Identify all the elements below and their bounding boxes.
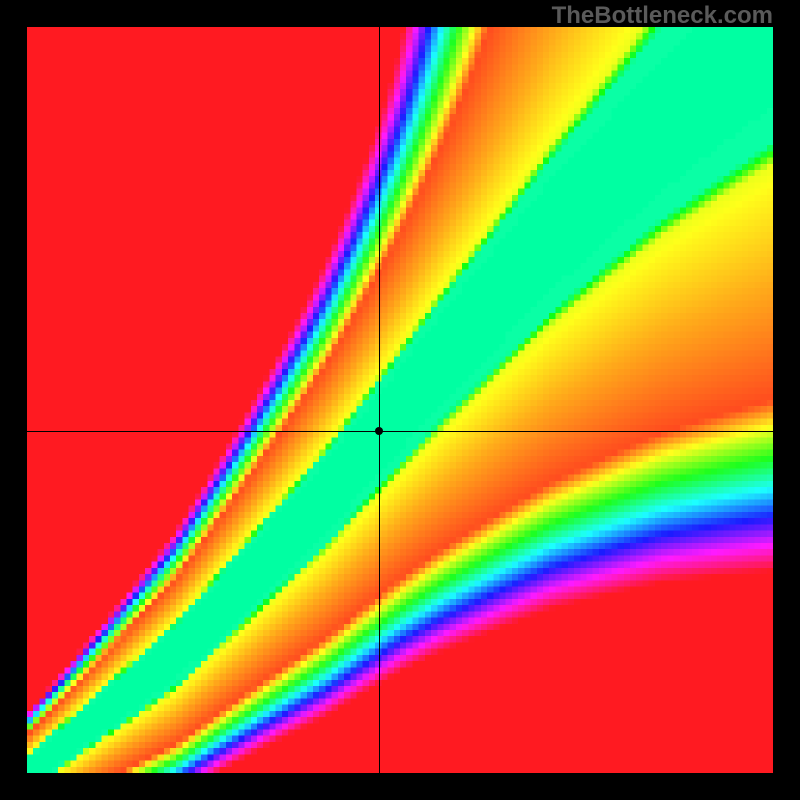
- bottleneck-heatmap: [27, 27, 773, 773]
- crosshair-vertical: [379, 27, 380, 773]
- chart-container: TheBottleneck.com: [0, 0, 800, 800]
- crosshair-horizontal: [27, 431, 773, 432]
- watermark-text: TheBottleneck.com: [552, 2, 773, 30]
